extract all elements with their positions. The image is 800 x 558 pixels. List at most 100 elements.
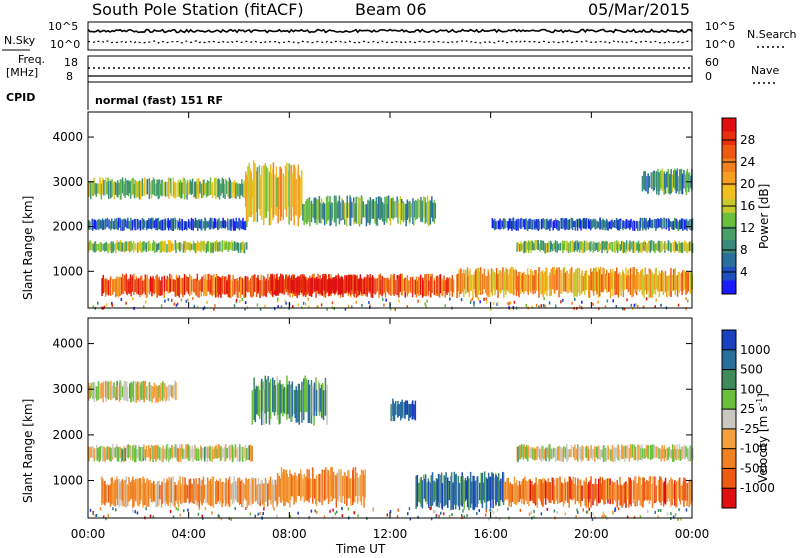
data-streak <box>608 272 610 292</box>
data-streak <box>406 199 409 220</box>
data-streak <box>198 242 200 251</box>
scatter-point <box>434 510 436 514</box>
data-streak <box>304 375 306 412</box>
data-streak <box>138 220 141 228</box>
data-streak <box>538 221 541 230</box>
scatter-point <box>347 304 350 308</box>
data-streak <box>666 485 668 502</box>
data-streak <box>155 384 157 403</box>
data-streak <box>677 221 680 231</box>
data-streak <box>310 200 313 223</box>
data-streak <box>234 444 237 458</box>
scatter-point <box>555 304 557 308</box>
data-streak <box>651 272 654 298</box>
data-streak <box>289 278 292 291</box>
data-streak <box>209 177 212 195</box>
data-streak <box>333 197 336 223</box>
data-streak <box>191 178 194 194</box>
data-streak <box>601 274 603 293</box>
data-streak <box>294 472 296 502</box>
data-streak <box>631 444 633 458</box>
data-streak <box>304 278 307 292</box>
data-streak <box>160 241 162 253</box>
data-streak <box>532 219 534 230</box>
data-streak <box>306 468 308 502</box>
data-streak <box>215 481 217 505</box>
data-streak <box>581 445 583 460</box>
data-streak <box>535 240 537 250</box>
data-streak <box>208 183 210 196</box>
data-streak <box>384 280 387 298</box>
scatter-point <box>369 304 371 308</box>
data-streak <box>166 181 169 197</box>
scatter-point <box>535 303 538 307</box>
data-streak <box>485 477 488 510</box>
data-streak <box>163 182 165 196</box>
scatter-point <box>389 510 392 514</box>
data-streak <box>536 446 538 460</box>
data-streak <box>591 272 593 291</box>
data-streak <box>313 382 316 416</box>
data-streak <box>517 446 519 463</box>
data-streak <box>103 180 105 196</box>
data-streak <box>500 478 502 501</box>
data-streak <box>327 280 330 293</box>
data-streak <box>221 240 224 252</box>
data-streak <box>122 242 124 252</box>
data-streak <box>155 483 157 508</box>
data-streak <box>383 277 386 293</box>
data-streak <box>547 478 549 500</box>
data-streak <box>188 278 190 295</box>
data-streak <box>223 220 225 229</box>
data-streak <box>224 178 227 195</box>
data-streak <box>219 277 221 295</box>
scatter-point <box>666 512 669 516</box>
data-streak <box>668 219 670 231</box>
scatter-point <box>297 303 300 307</box>
data-streak <box>103 279 106 292</box>
data-streak <box>276 177 278 207</box>
data-streak <box>667 276 669 291</box>
data-streak <box>212 221 215 230</box>
data-streak <box>438 274 441 298</box>
data-streak <box>257 278 260 292</box>
data-streak <box>369 197 372 224</box>
data-streak <box>268 382 271 425</box>
data-streak <box>209 445 211 462</box>
data-streak <box>194 217 197 228</box>
nsky-trace <box>87 28 693 44</box>
data-streak <box>546 242 549 253</box>
data-streak <box>344 277 346 294</box>
data-streak <box>423 474 425 500</box>
scatter-point <box>606 299 609 303</box>
scatter-point <box>636 304 639 308</box>
data-streak <box>603 268 605 291</box>
data-streak <box>169 480 172 508</box>
data-streak <box>269 379 272 419</box>
data-streak <box>351 201 353 218</box>
data-streak <box>517 242 519 251</box>
data-streak <box>689 480 692 505</box>
data-streak <box>228 177 231 199</box>
data-streak <box>360 469 363 506</box>
data-streak <box>331 476 334 498</box>
data-streak <box>182 177 184 194</box>
data-streak <box>526 481 529 505</box>
data-streak <box>164 384 167 402</box>
data-streak <box>136 478 139 506</box>
x-tick-label: 20:00 <box>574 527 609 541</box>
scatter-point <box>169 510 172 513</box>
data-streak <box>102 381 105 397</box>
data-streak <box>158 480 160 505</box>
scatter-point <box>316 510 318 514</box>
data-streak <box>114 181 117 195</box>
data-streak <box>218 444 220 458</box>
data-streak <box>630 218 632 228</box>
data-streak <box>337 200 339 219</box>
data-streak <box>399 273 402 292</box>
scatter-point <box>220 517 223 521</box>
data-streak <box>487 271 490 295</box>
data-streak <box>230 444 233 458</box>
scatter-point <box>533 515 535 519</box>
data-streak <box>286 473 288 503</box>
